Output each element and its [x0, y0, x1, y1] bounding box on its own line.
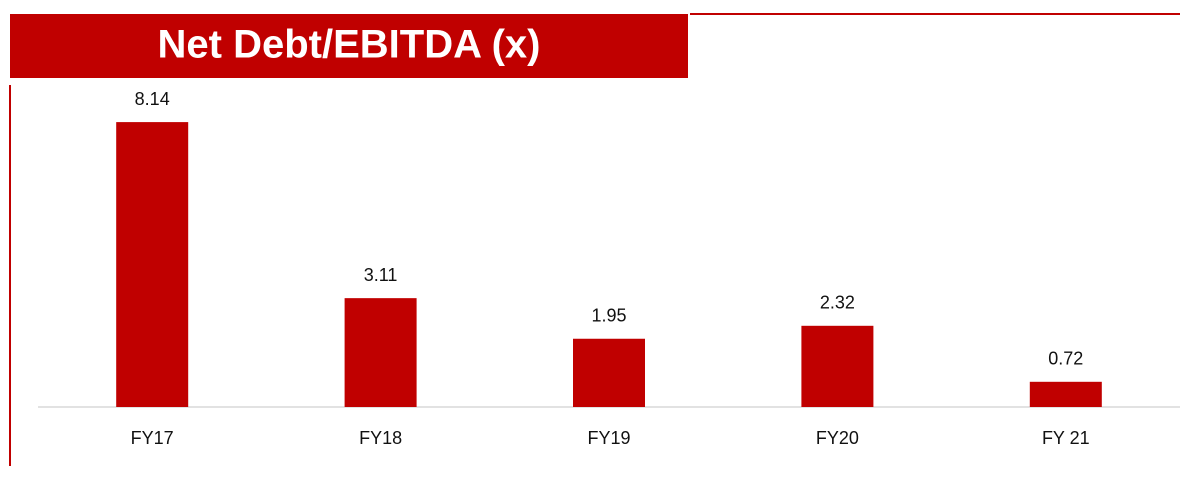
data-label: 1.95: [591, 306, 626, 326]
data-label: 3.11: [364, 265, 398, 285]
bar: [116, 122, 189, 407]
x-tick-label: FY19: [587, 428, 630, 448]
bar: [573, 338, 645, 407]
bar: [801, 325, 874, 407]
x-tick-label: FY20: [816, 428, 859, 448]
bar: [1029, 381, 1102, 407]
data-label: 0.72: [1048, 349, 1083, 369]
data-label: 2.32: [820, 293, 855, 313]
bar: [344, 298, 417, 407]
x-tick-label: FY18: [359, 428, 402, 448]
x-tick-label: FY 21: [1042, 428, 1090, 448]
x-tick-label: FY17: [131, 428, 174, 448]
chart-title: Net Debt/EBITDA (x): [158, 23, 541, 67]
title-banner: [10, 14, 688, 78]
data-label: 8.14: [135, 89, 170, 109]
